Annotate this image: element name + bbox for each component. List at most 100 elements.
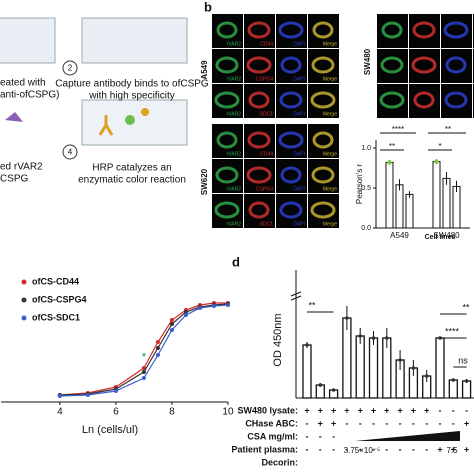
cell-line-label: A549 — [200, 60, 209, 80]
data-dot — [385, 336, 389, 340]
y-axis-title: Pearson's r — [355, 164, 364, 205]
step-text: Capture antibody binds to ofCSPG — [55, 79, 209, 90]
stain-label: DAPI — [293, 76, 305, 82]
data-point — [155, 346, 160, 350]
cell — [312, 21, 334, 39]
data-point — [169, 328, 174, 332]
sign: + — [331, 418, 336, 428]
sign: - — [319, 444, 322, 454]
data-point — [155, 353, 160, 357]
cell — [443, 21, 469, 39]
row-label: SW480 lysate: — [237, 405, 298, 415]
sign: + — [344, 405, 349, 415]
sign: - — [452, 418, 455, 428]
cell — [311, 166, 335, 184]
cell — [279, 91, 303, 109]
cell — [248, 201, 270, 219]
cell — [246, 166, 272, 184]
cell — [311, 56, 335, 74]
cell — [381, 21, 403, 39]
sign: - — [385, 444, 388, 454]
stain-label: rVAR2 — [227, 221, 242, 227]
data-dot — [331, 388, 336, 392]
significance-label: ** — [389, 142, 395, 151]
sign: - — [439, 405, 442, 415]
data-point — [169, 318, 174, 322]
data-point — [169, 322, 174, 326]
step-number: 4 — [68, 148, 73, 157]
bar — [442, 177, 451, 229]
data-point — [211, 304, 216, 308]
gradient-label: 3.75×10⁻⁵ — [344, 446, 381, 455]
series-line — [59, 302, 228, 396]
data-point — [113, 389, 118, 393]
stain-label: DAPI — [293, 186, 305, 192]
cell — [445, 56, 467, 74]
fragment-text: ed rVAR2 — [0, 162, 43, 173]
significance-label: ** — [462, 302, 470, 312]
well — [81, 17, 188, 64]
x-tick-label: 8 — [169, 407, 175, 418]
data-point — [85, 393, 90, 397]
cell — [247, 131, 271, 149]
fragment-text: eated with — [0, 78, 46, 89]
sign: + — [331, 405, 336, 415]
significance-label: **** — [392, 125, 404, 134]
cell — [412, 21, 436, 39]
cell — [278, 21, 304, 39]
significance-label: ** — [308, 300, 316, 310]
cell-line-label: SW620 — [200, 168, 209, 195]
data-point — [225, 303, 230, 307]
stain-label: DAPI — [293, 151, 305, 157]
legend-label: ofCS-CD44 — [32, 276, 79, 286]
data-dot — [411, 366, 416, 370]
sign: + — [464, 418, 469, 428]
stain-label: CSPG4 — [256, 186, 273, 192]
step-circle — [62, 144, 78, 160]
x-tick-label: 10 — [222, 407, 234, 418]
step-number: 2 — [68, 64, 73, 73]
stain-label: Merge — [323, 151, 337, 157]
cell — [280, 166, 302, 184]
sign: - — [412, 444, 415, 454]
x-tick-label: 4 — [57, 407, 63, 418]
cell — [444, 91, 468, 109]
sign: - — [439, 418, 442, 428]
step-text: HRP catalyzes an — [92, 163, 171, 174]
bar — [405, 193, 414, 229]
sign: - — [345, 444, 348, 454]
well — [81, 99, 188, 146]
cell — [310, 201, 336, 219]
cell — [215, 56, 239, 74]
bar — [432, 161, 441, 229]
step-text: with high specificity — [88, 91, 175, 102]
sign: - — [345, 418, 348, 428]
antibody-icon — [98, 115, 114, 136]
cell — [246, 56, 272, 74]
bar — [355, 335, 365, 399]
stain-label: SDC1 — [260, 111, 274, 117]
cell — [380, 56, 404, 74]
bar — [435, 337, 445, 399]
axis-break — [290, 295, 302, 301]
data-point — [197, 306, 202, 310]
stain-label: SDC1 — [260, 221, 274, 227]
bar — [368, 337, 379, 399]
sign: - — [385, 418, 388, 428]
series-line — [59, 304, 229, 397]
step-text: enzymatic color reaction — [78, 175, 186, 186]
sign: + — [358, 405, 363, 415]
stain-label: CSPG4 — [256, 76, 273, 82]
sign: - — [412, 418, 415, 428]
cell-line-label: SW480 — [363, 48, 372, 75]
fragment-text: anti-ofCSPG) — [0, 90, 59, 101]
x-tick-label: 6 — [113, 407, 119, 418]
fragment-text: CSPG — [0, 174, 29, 185]
data-point — [183, 310, 188, 314]
stain-label: Merge — [323, 111, 337, 117]
sign: - — [425, 444, 428, 454]
data-dot — [424, 374, 429, 378]
series-line — [59, 303, 229, 396]
